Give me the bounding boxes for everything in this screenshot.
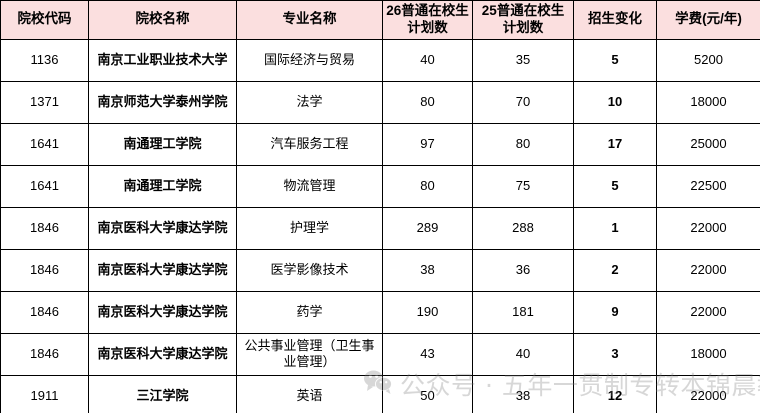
cell-plan25[interactable]: 288	[472, 206, 574, 250]
cell-code[interactable]: 1846	[0, 248, 89, 292]
column-header-fee-label: 学费(元/年)	[675, 11, 742, 27]
cell-change[interactable]: 9	[573, 290, 657, 334]
cell-change[interactable]: 17	[573, 122, 657, 166]
cell-change[interactable]: 12	[573, 374, 657, 413]
cell-plan26[interactable]: 80	[382, 80, 473, 124]
cell-code[interactable]: 1371	[0, 80, 89, 124]
cell-school[interactable]: 南京医科大学康达学院	[88, 206, 237, 250]
column-header-code-label: 院校代码	[17, 11, 72, 27]
cell-change[interactable]: 5	[573, 38, 657, 82]
cell-fee[interactable]: 25000	[656, 122, 760, 166]
cell-major[interactable]: 药学	[236, 290, 383, 334]
table-row[interactable]: 1846 南京医科大学康达学院 护理学 289 288 1 22000	[0, 206, 760, 250]
cell-change[interactable]: 1	[573, 206, 657, 250]
cell-code[interactable]: 1846	[0, 290, 89, 334]
cell-plan26[interactable]: 40	[382, 38, 473, 82]
cell-plan25[interactable]: 75	[472, 164, 574, 208]
cell-school[interactable]: 南通理工学院	[88, 164, 237, 208]
cell-school[interactable]: 南京工业职业技术大学	[88, 38, 237, 82]
table-row[interactable]: 1846 南京医科大学康达学院 公共事业管理（卫生事业管理） 43 40 3 1…	[0, 332, 760, 376]
cell-school[interactable]: 三江学院	[88, 374, 237, 413]
cell-school[interactable]: 南京医科大学康达学院	[88, 290, 237, 334]
column-header-plan25-label-line1: 25普通在校生	[481, 3, 565, 18]
cell-plan25[interactable]: 40	[472, 332, 574, 376]
column-header-change-label: 招生变化	[588, 11, 642, 27]
cell-code[interactable]: 1136	[0, 38, 89, 82]
cell-plan26[interactable]: 289	[382, 206, 473, 250]
cell-fee[interactable]: 22000	[656, 290, 760, 334]
table-row[interactable]: 1136 南京工业职业技术大学 国际经济与贸易 40 35 5 5200	[0, 38, 760, 82]
column-header-change[interactable]: 招生变化	[573, 0, 657, 40]
cell-change[interactable]: 5	[573, 164, 657, 208]
table-row[interactable]: 1846 南京医科大学康达学院 医学影像技术 38 36 2 22000	[0, 248, 760, 292]
cell-plan25[interactable]: 35	[472, 38, 574, 82]
cell-plan25[interactable]: 80	[472, 122, 574, 166]
cell-fee[interactable]: 22000	[656, 374, 760, 413]
cell-code[interactable]: 1846	[0, 206, 89, 250]
cell-major[interactable]: 汽车服务工程	[236, 122, 383, 166]
cell-change[interactable]: 10	[573, 80, 657, 124]
column-header-plan26-label-line1: 26普通在校生	[386, 3, 469, 18]
cell-fee[interactable]: 22000	[656, 206, 760, 250]
column-header-plan25-label-line2: 计划数	[502, 19, 544, 35]
column-header-school[interactable]: 院校名称	[88, 0, 237, 40]
cell-plan26[interactable]: 80	[382, 164, 473, 208]
cell-change[interactable]: 2	[573, 248, 657, 292]
cell-plan26[interactable]: 50	[382, 374, 473, 413]
cell-major[interactable]: 护理学	[236, 206, 383, 250]
cell-plan26[interactable]: 43	[382, 332, 473, 376]
cell-fee[interactable]: 5200	[656, 38, 760, 82]
column-header-major[interactable]: 专业名称	[236, 0, 383, 40]
column-header-plan25[interactable]: 25普通在校生 计划数	[472, 0, 574, 40]
cell-change[interactable]: 3	[573, 332, 657, 376]
cell-school[interactable]: 南京师范大学泰州学院	[88, 80, 237, 124]
cell-plan25[interactable]: 38	[472, 374, 574, 413]
cell-plan26[interactable]: 190	[382, 290, 473, 334]
cell-fee[interactable]: 18000	[656, 332, 760, 376]
cell-plan26[interactable]: 97	[382, 122, 473, 166]
table-row[interactable]: 1846 南京医科大学康达学院 药学 190 181 9 22000	[0, 290, 760, 334]
column-header-school-label: 院校名称	[135, 11, 190, 27]
cell-code[interactable]: 1846	[0, 332, 89, 376]
cell-plan25[interactable]: 36	[472, 248, 574, 292]
cell-school[interactable]: 南京医科大学康达学院	[88, 248, 237, 292]
table-row[interactable]: 1911 三江学院 英语 50 38 12 22000	[0, 374, 760, 413]
table-header: 院校代码 院校名称 专业名称 26普通在校生 计划数 25普通在校生 计划数 招	[0, 0, 760, 40]
cell-code[interactable]: 1641	[0, 122, 89, 166]
cell-major[interactable]: 公共事业管理（卫生事业管理）	[236, 332, 383, 376]
column-header-major-label: 专业名称	[282, 11, 337, 27]
cell-major[interactable]: 法学	[236, 80, 383, 124]
cell-fee[interactable]: 18000	[656, 80, 760, 124]
cell-school[interactable]: 南京医科大学康达学院	[88, 332, 237, 376]
cell-code[interactable]: 1911	[0, 374, 89, 413]
column-header-fee[interactable]: 学费(元/年)	[656, 0, 760, 40]
cell-plan25[interactable]: 70	[472, 80, 574, 124]
cell-major[interactable]: 医学影像技术	[236, 248, 383, 292]
cell-fee[interactable]: 22000	[656, 248, 760, 292]
cell-plan25[interactable]: 181	[472, 290, 574, 334]
table-row[interactable]: 1641 南通理工学院 物流管理 80 75 5 22500	[0, 164, 760, 208]
column-header-plan26-label-line2: 计划数	[407, 19, 448, 35]
table-header-row: 院校代码 院校名称 专业名称 26普通在校生 计划数 25普通在校生 计划数 招	[0, 0, 760, 40]
cell-code[interactable]: 1641	[0, 164, 89, 208]
table-row[interactable]: 1371 南京师范大学泰州学院 法学 80 70 10 18000	[0, 80, 760, 124]
cell-plan26[interactable]: 38	[382, 248, 473, 292]
cell-major[interactable]: 英语	[236, 374, 383, 413]
cell-major[interactable]: 国际经济与贸易	[236, 38, 383, 82]
table-body: 1136 南京工业职业技术大学 国际经济与贸易 40 35 5 5200 137…	[0, 38, 760, 413]
column-header-code[interactable]: 院校代码	[0, 0, 89, 40]
cell-fee[interactable]: 22500	[656, 164, 760, 208]
table-row[interactable]: 1641 南通理工学院 汽车服务工程 97 80 17 25000	[0, 122, 760, 166]
cell-major[interactable]: 物流管理	[236, 164, 383, 208]
column-header-plan26[interactable]: 26普通在校生 计划数	[382, 0, 473, 40]
cell-school[interactable]: 南通理工学院	[88, 122, 237, 166]
